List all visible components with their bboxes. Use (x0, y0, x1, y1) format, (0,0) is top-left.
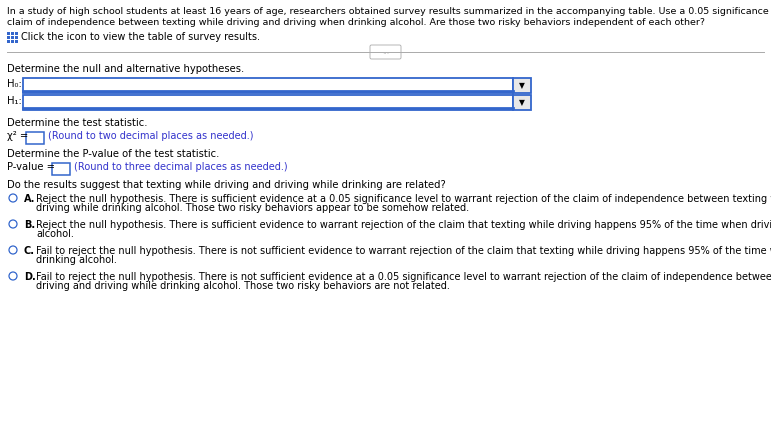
Bar (23, 95, 513, 110)
Circle shape (9, 272, 17, 280)
Text: Fail to reject the null hypothesis. There is not sufficient evidence to warrant : Fail to reject the null hypothesis. Ther… (36, 246, 771, 256)
Text: driving while drinking alcohol. Those two risky behaviors appear to be somehow r: driving while drinking alcohol. Those tw… (36, 203, 469, 213)
Bar (23, 78, 513, 93)
Text: (Round to two decimal places as needed.): (Round to two decimal places as needed.) (48, 131, 254, 141)
Bar (513, 95, 531, 110)
Text: Reject the null hypothesis. There is sufficient evidence to warrant rejection of: Reject the null hypothesis. There is suf… (36, 220, 771, 230)
Circle shape (9, 220, 17, 228)
Text: alcohol.: alcohol. (36, 229, 74, 239)
Bar (15, 40, 18, 43)
Circle shape (9, 194, 17, 202)
Text: χ² =: χ² = (7, 131, 29, 141)
Text: drinking alcohol.: drinking alcohol. (36, 255, 117, 265)
Text: H₁:: H₁: (7, 96, 22, 106)
Text: Click the icon to view the table of survey results.: Click the icon to view the table of surv… (21, 32, 260, 42)
Bar (15, 32, 18, 35)
Text: Determine the null and alternative hypotheses.: Determine the null and alternative hypot… (7, 64, 244, 74)
Text: Determine the test statistic.: Determine the test statistic. (7, 118, 147, 128)
Text: ▼: ▼ (519, 81, 525, 90)
Bar (513, 78, 531, 93)
Text: In a study of high school students at least 16 years of age, researchers obtaine: In a study of high school students at le… (7, 7, 771, 16)
Text: driving and driving while drinking alcohol. Those two risky behaviors are not re: driving and driving while drinking alcoh… (36, 281, 449, 291)
Bar (7, 40, 10, 43)
Text: ▼: ▼ (519, 98, 525, 107)
Text: ...: ... (382, 48, 389, 57)
Text: B.: B. (24, 220, 35, 230)
Bar (26, 132, 44, 144)
Bar (11, 40, 14, 43)
Text: Determine the P-value of the test statistic.: Determine the P-value of the test statis… (7, 149, 220, 159)
Text: C.: C. (24, 246, 35, 256)
Bar (11, 36, 14, 39)
Circle shape (9, 246, 17, 254)
Bar (7, 32, 10, 35)
Bar (52, 163, 70, 175)
Bar (11, 32, 14, 35)
Text: Reject the null hypothesis. There is sufficient evidence at a 0.05 significance : Reject the null hypothesis. There is suf… (36, 194, 771, 204)
Text: Do the results suggest that texting while driving and driving while drinking are: Do the results suggest that texting whil… (7, 180, 446, 190)
Text: A.: A. (24, 194, 35, 204)
Text: claim of independence between texting while driving and driving when drinking al: claim of independence between texting wh… (7, 18, 705, 27)
Bar (15, 36, 18, 39)
Text: H₀:: H₀: (7, 79, 22, 89)
FancyBboxPatch shape (370, 45, 401, 59)
Text: (Round to three decimal places as needed.): (Round to three decimal places as needed… (74, 162, 288, 172)
Text: Fail to reject the null hypothesis. There is not sufficient evidence at a 0.05 s: Fail to reject the null hypothesis. Ther… (36, 272, 771, 282)
Text: D.: D. (24, 272, 35, 282)
Text: P-value =: P-value = (7, 162, 55, 172)
Bar (7, 36, 10, 39)
